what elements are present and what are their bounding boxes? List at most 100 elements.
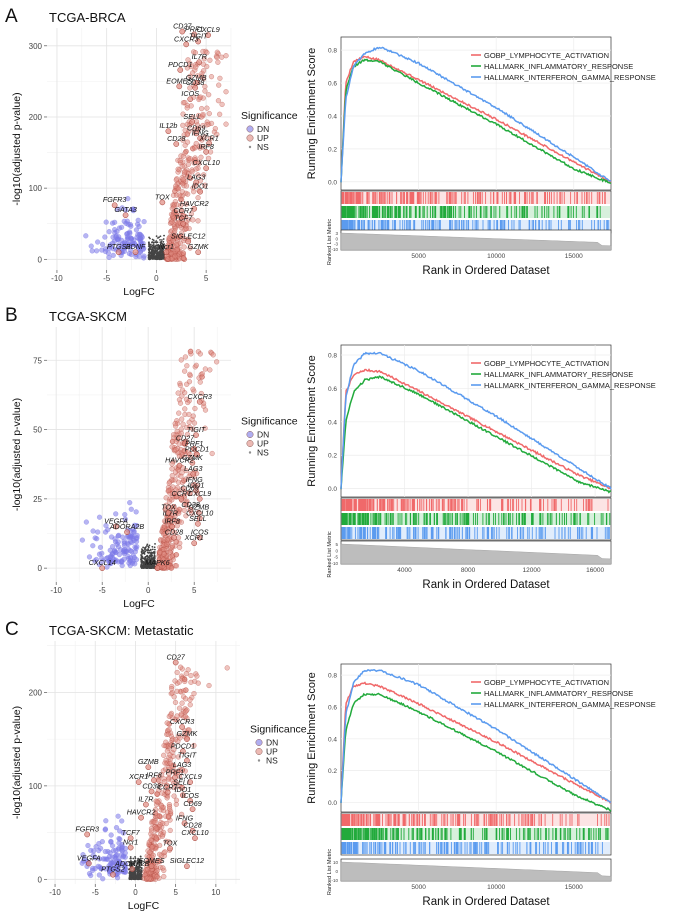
point-ns [152, 256, 155, 259]
gene-label: TCF7 [122, 828, 141, 837]
point-ns [137, 869, 140, 871]
point-dn [128, 539, 134, 545]
point-dn [113, 824, 120, 831]
panel-letter: A [5, 6, 18, 27]
point-up [187, 349, 193, 355]
point-dn [134, 243, 141, 249]
point-ns [152, 241, 155, 244]
y-tick-label: 25 [33, 495, 42, 504]
y-tick-label: 0.0 [328, 800, 337, 807]
point-ns [146, 551, 149, 554]
point-up [144, 875, 150, 881]
panel-title: TCGA-SKCM: Metastatic [49, 623, 194, 638]
y-tick-label: 0.6 [328, 386, 337, 393]
gene-label: TOX [155, 192, 171, 201]
metric-tick-label: 0 [335, 548, 338, 553]
point-dn [128, 251, 134, 258]
point-up [176, 410, 182, 416]
point-up [202, 407, 209, 413]
point-up [217, 111, 223, 117]
y-tick-label: 0 [38, 875, 43, 884]
point-up [182, 99, 188, 106]
point-dn [115, 539, 121, 545]
point-up [166, 480, 172, 486]
point-up [183, 201, 189, 207]
point-up [177, 664, 184, 670]
point-up [200, 172, 207, 178]
gsea-plot: 0.0 0.2 0.4 0.6 0.8 GOBP_LYMPHOCYTE_ACTIVATIO… [306, 344, 656, 591]
point-up [185, 161, 191, 167]
gene-label: CXCR3 [174, 34, 198, 43]
point-up [177, 158, 183, 164]
point-dn [134, 535, 140, 541]
volcano-B: CXCR3TIGITCD27PRF1PDCD1GZMKHAVCR2LAG3IFN… [5, 305, 298, 610]
point-ns [153, 251, 155, 254]
point-ns [155, 235, 158, 238]
legend-marker [246, 134, 254, 142]
point-up [197, 94, 204, 100]
point-up [204, 50, 210, 56]
point-up [182, 676, 188, 683]
point-ns [159, 242, 162, 245]
point-up [166, 487, 172, 493]
point-ns [141, 548, 143, 550]
point-up [219, 101, 225, 108]
gene-label: Ncr1 [159, 242, 174, 251]
legend-entry: NS [266, 756, 278, 766]
point-dn [100, 241, 106, 248]
point-dn [102, 234, 108, 240]
point-up [184, 363, 190, 369]
point-ns [155, 252, 157, 255]
point-ns [144, 547, 147, 549]
x-axis-label: LogFC [128, 900, 160, 912]
x-tick-label: 5000 [411, 884, 426, 891]
point-ns [155, 258, 158, 261]
legend-entry: GOBP_LYMPHOCYTE_ACTIVATION [484, 51, 609, 60]
gene-label: TOX [163, 838, 179, 847]
point-up [173, 183, 179, 189]
legend-marker [248, 145, 252, 149]
gsea-plot: 0.0 0.2 0.4 0.6 0.8 GOBP_LYMPHOCYTE_ACTIVATIO… [306, 663, 656, 908]
point-up [215, 98, 222, 104]
point-dn [88, 872, 94, 879]
gene-label: LAG3 [187, 172, 205, 181]
point-ns [129, 875, 131, 878]
point-dn [136, 253, 142, 260]
point-up [175, 166, 181, 172]
gene-label: CD27 [166, 652, 185, 661]
gene-label: XCR1 [184, 533, 204, 542]
gene-label: IRF8 [164, 517, 180, 526]
x-tick-label: -10 [49, 888, 61, 897]
y-axis-label: -log10(adjusted p-value) [11, 92, 23, 205]
metric-tick-label: 3 [335, 231, 338, 236]
point-dn [90, 528, 96, 534]
point-dn [106, 229, 112, 235]
point-up [212, 126, 218, 132]
point-up [182, 150, 188, 156]
point-up [181, 244, 187, 250]
point-up [186, 379, 193, 385]
legend-title: Significance [250, 724, 307, 736]
point-up [148, 828, 155, 834]
point-ns [159, 235, 162, 238]
gene-label: CXCR3 [170, 717, 194, 726]
point-up [166, 726, 172, 733]
point-dn [130, 240, 136, 246]
legend-entry: HALLMARK_INTERFERON_GAMMA_RESPONSE [484, 73, 656, 82]
point-up [209, 450, 215, 457]
point-dn [128, 506, 134, 512]
point-up [153, 825, 159, 831]
point-ns [162, 240, 165, 243]
point-ns [148, 236, 150, 239]
point-ns [148, 258, 150, 260]
point-up [154, 868, 160, 874]
point-ns [146, 555, 149, 558]
point-ns [147, 546, 150, 549]
point-dn [85, 842, 91, 849]
point-up [169, 565, 175, 571]
gene-label: ICOS [181, 89, 199, 98]
point-up [172, 253, 178, 259]
point-up [207, 57, 213, 63]
legend-marker [255, 748, 263, 755]
point-dn [108, 839, 114, 845]
